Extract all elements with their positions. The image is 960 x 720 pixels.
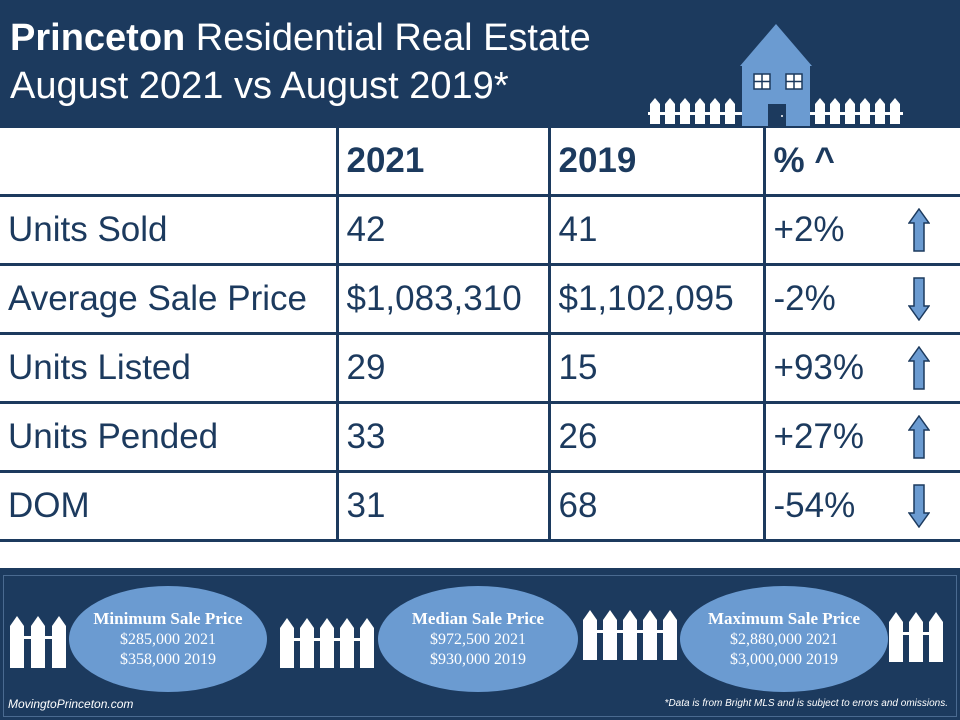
row-label: Units Listed (0, 332, 339, 404)
value-2019: $1,102,095 (547, 263, 766, 335)
median-2021: $972,500 2021 (430, 631, 526, 648)
maximum-sale-price-badge: Maximum Sale Price $2,880,000 2021 $3,00… (680, 586, 888, 692)
table-row: Units Listed 29 15 +93% (0, 332, 960, 404)
value-2019: 15 (547, 332, 766, 404)
value-2021: $1,083,310 (335, 263, 551, 335)
down-arrow-icon (908, 484, 930, 528)
header-cell-empty (0, 128, 339, 197)
maximum-2019: $3,000,000 2019 (730, 651, 838, 668)
value-2021: 42 (335, 194, 551, 266)
minimum-label: Minimum Sale Price (93, 609, 243, 628)
header: Princeton Residential Real Estate August… (0, 0, 960, 128)
table-header-row: 2021 2019 % ^ (0, 128, 960, 197)
header-cell-percent: % ^ (762, 128, 960, 197)
table-row: Units Pended 33 26 +27% (0, 401, 960, 473)
percent-change-cell: +2% (762, 194, 960, 266)
house-icon (648, 24, 903, 126)
median-sale-price-badge: Median Sale Price $972,500 2021 $930,000… (378, 586, 578, 692)
value-2021: 31 (335, 470, 551, 542)
header-cell-2019: 2019 (547, 128, 766, 197)
header-cell-2021: 2021 (335, 128, 551, 197)
percent-change: -54% (773, 486, 856, 525)
value-2021: 29 (335, 332, 551, 404)
maximum-2021: $2,880,000 2021 (730, 631, 838, 648)
percent-change-cell: -2% (762, 263, 960, 335)
value-2021: 33 (335, 401, 551, 473)
value-2019: 26 (547, 401, 766, 473)
median-label: Median Sale Price (411, 609, 545, 628)
minimum-2019: $358,000 2019 (120, 651, 216, 668)
site-link[interactable]: MovingtoPrinceton.com (8, 697, 134, 711)
row-label: Units Pended (0, 401, 339, 473)
percent-change: +2% (773, 210, 845, 249)
percent-change-cell: +93% (762, 332, 960, 404)
percent-change-cell: +27% (762, 401, 960, 473)
footer-frame (3, 575, 957, 717)
page-subtitle: August 2021 vs August 2019* (10, 65, 509, 107)
stats-table: 2021 2019 % ^ Units Sold 42 41 +2% Avera… (0, 128, 960, 542)
up-arrow-icon (908, 208, 930, 252)
table-row: DOM 31 68 -54% (0, 470, 960, 542)
title-city: Princeton (10, 17, 186, 59)
percent-change-cell: -54% (762, 470, 960, 542)
percent-change: +93% (773, 348, 865, 387)
percent-change: +27% (773, 417, 865, 456)
down-arrow-icon (908, 277, 930, 321)
disclaimer: *Data is from Bright MLS and is subject … (664, 698, 948, 709)
picket-fence-icon (10, 610, 943, 668)
table-row: Units Sold 42 41 +2% (0, 194, 960, 266)
title-rest: Residential Real Estate (185, 17, 591, 59)
value-2019: 68 (547, 470, 766, 542)
row-label: DOM (0, 470, 339, 542)
value-2019: 41 (547, 194, 766, 266)
up-arrow-icon (908, 346, 930, 390)
footer: Minimum Sale Price $285,000 2021 $358,00… (0, 572, 960, 720)
page-title: Princeton Residential Real Estate August… (10, 14, 591, 110)
table-row: Average Sale Price $1,083,310 $1,102,095… (0, 263, 960, 335)
percent-change: -2% (773, 279, 836, 318)
row-label: Average Sale Price (0, 263, 339, 335)
row-label: Units Sold (0, 194, 339, 266)
minimum-sale-price-badge: Minimum Sale Price $285,000 2021 $358,00… (69, 586, 267, 692)
stats-table-container: 2021 2019 % ^ Units Sold 42 41 +2% Avera… (0, 128, 960, 568)
up-arrow-icon (908, 415, 930, 459)
median-2019: $930,000 2019 (430, 651, 526, 668)
minimum-2021: $285,000 2021 (120, 631, 216, 648)
maximum-label: Maximum Sale Price (707, 609, 860, 628)
